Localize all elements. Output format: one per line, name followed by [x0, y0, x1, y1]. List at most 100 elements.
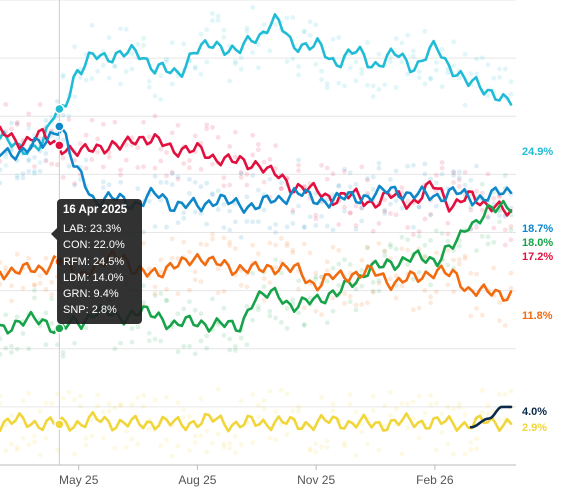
poll-dot-rfm: [95, 68, 101, 74]
poll-dot-ldm: [227, 239, 233, 245]
poll-dot-lab: [353, 226, 359, 232]
poll-dot-con: [169, 130, 175, 136]
poll-dot-rfm: [14, 120, 20, 126]
poll-dot-lab: [336, 183, 342, 189]
poll-dot-lab: [83, 157, 89, 163]
poll-dot-ldm: [307, 250, 313, 256]
poll-dot-rfm: [405, 32, 411, 38]
poll-dot-snp: [376, 447, 382, 453]
poll-dot-rfm: [433, 60, 439, 65]
poll-dot-con: [451, 170, 456, 175]
poll-dot-ldm: [462, 253, 468, 259]
poll-dot-grn: [445, 262, 451, 268]
poll-dot-con: [77, 141, 83, 146]
poll-dot-grn: [192, 351, 198, 357]
poll-dot-rfm: [474, 56, 479, 62]
poll-dot-ldm: [267, 280, 273, 285]
poll-dot-con: [393, 212, 399, 218]
poll-dot-rfm: [250, 5, 256, 10]
poll-dot-grn: [227, 347, 233, 353]
poll-dot-snp: [370, 408, 376, 413]
poll-dot-snp: [187, 414, 192, 419]
poll-dot-snp: [399, 400, 405, 406]
poll-dot-snp: [60, 395, 66, 401]
poll-dot-grn: [198, 311, 204, 317]
poll-dot-rfm: [468, 71, 474, 77]
poll-dot-snp: [462, 451, 468, 457]
tooltip-row-snp: SNP: 2.8%: [63, 304, 117, 317]
poll-dot-lab: [181, 215, 187, 221]
poll-dot-con: [227, 144, 233, 149]
poll-dot-snp: [198, 433, 204, 439]
hover-marker-lab: [54, 121, 65, 132]
poll-dot-grn: [359, 283, 365, 289]
poll-dot-snp: [497, 391, 502, 397]
poll-dot-rfm: [319, 77, 324, 83]
poll-dot-grn: [187, 343, 192, 349]
poll-dot-ldm: [146, 266, 152, 272]
poll-dot-grn: [164, 298, 169, 304]
poll-dot-snp: [405, 425, 411, 430]
poll-dot-grn: [405, 237, 411, 243]
poll-dot-snp: [468, 447, 474, 452]
poll-dot-lab: [376, 160, 382, 166]
poll-dot-ldm: [388, 276, 393, 282]
poll-dot-snp: [497, 416, 502, 422]
poll-dot-rfm: [296, 72, 301, 78]
poll-dot-ldm: [164, 286, 169, 292]
poll-dot-grn: [129, 326, 135, 331]
poll-dot-con: [118, 172, 123, 178]
poll-dot-ldm: [221, 289, 227, 294]
poll-dot-lab: [20, 171, 26, 177]
poll-dot-snp: [474, 436, 479, 442]
poll-dot-grn: [324, 320, 330, 326]
poll-dot-lab: [451, 173, 456, 178]
poll-dot-snp: [141, 404, 146, 409]
poll-dot-con: [0, 159, 3, 164]
poll-dot-lab: [410, 162, 416, 168]
poll-dot-con: [428, 211, 434, 217]
poll-dot-grn: [32, 288, 37, 293]
poll-dot-rfm: [497, 66, 502, 72]
poll-dot-con: [198, 166, 204, 172]
poll-dot-lab: [382, 211, 388, 216]
poll-dot-rfm: [164, 56, 169, 62]
poll-dot-ldm: [169, 236, 175, 242]
poll-dot-rfm: [129, 51, 135, 57]
poll-dot-lab: [456, 175, 462, 181]
poll-dot-rfm: [359, 71, 365, 77]
poll-dot-grn: [474, 248, 479, 254]
poll-dot-con: [244, 172, 250, 177]
poll-dot-lab: [336, 183, 342, 188]
poll-dot-snp: [307, 446, 313, 452]
poll-dot-ldm: [456, 261, 462, 267]
poll-dot-rfm: [89, 76, 95, 81]
poll-dot-lab: [301, 224, 307, 230]
poll-dot-snp: [456, 405, 462, 411]
poll-dot-ldm: [353, 302, 359, 308]
poll-dot-con: [405, 225, 411, 230]
poll-dot-con: [474, 188, 479, 194]
poll-dot-rfm: [192, 64, 198, 70]
poll-dot-lab: [9, 120, 14, 126]
poll-dot-con: [405, 199, 411, 204]
poll-dot-grn: [353, 307, 359, 313]
poll-dot-rfm: [100, 63, 106, 68]
poll-dot-rfm: [307, 19, 313, 25]
poll-dot-con: [221, 175, 227, 181]
poll-dot-rfm: [491, 75, 497, 81]
poll-dot-con: [479, 207, 485, 213]
poll-dot-lab: [313, 223, 319, 228]
poll-dot-lab: [20, 175, 26, 181]
poll-dot-lab: [152, 224, 158, 230]
poll-dot-con: [365, 190, 370, 196]
poll-dot-lab: [227, 227, 233, 233]
poll-dot-grn: [313, 276, 319, 282]
poll-dot-snp: [146, 426, 152, 432]
poll-dot-grn: [244, 342, 250, 348]
poll-dot-con: [210, 124, 215, 130]
poll-dot-con: [72, 181, 78, 186]
poll-dot-con: [43, 158, 49, 164]
poll-dot-snp: [89, 433, 95, 439]
